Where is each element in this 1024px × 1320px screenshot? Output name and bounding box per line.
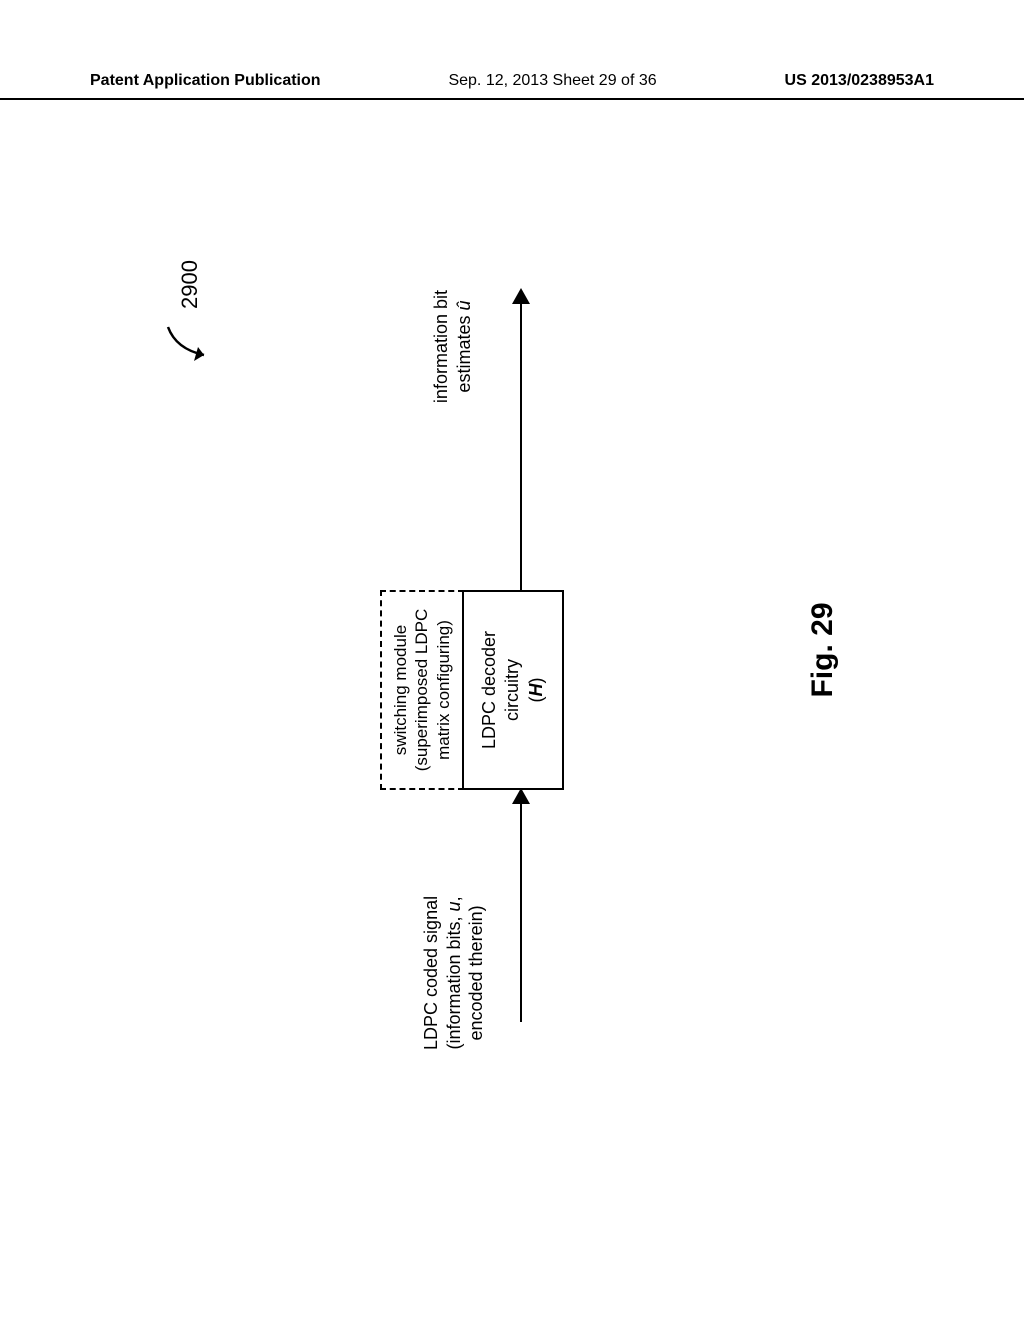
output-signal-label: information bit estimates û: [430, 290, 475, 403]
page-header: Patent Application Publication Sep. 12, …: [0, 72, 1024, 100]
switching-module-box: switching module (superimposed LDPC matr…: [380, 590, 464, 790]
reference-number: 2900: [160, 260, 220, 367]
switching-line2: (superimposed LDPC: [411, 598, 432, 782]
switching-line3: matrix configuring): [433, 598, 454, 782]
figure-caption: Fig. 29: [806, 602, 840, 697]
input-arrowhead-icon: [512, 788, 530, 804]
block-stack: switching module (superimposed LDPC matr…: [380, 590, 564, 790]
output-wire: [520, 290, 522, 590]
input-signal-label: LDPC coded signal (information bits, u, …: [420, 896, 488, 1050]
header-left: Patent Application Publication: [90, 72, 321, 90]
diagram-rotated-canvas: 2900 LDPC coded signal (information bits…: [120, 200, 880, 1100]
reference-number-text: 2900: [177, 260, 203, 309]
reference-arrow-icon: [160, 317, 220, 367]
header-right: US 2013/0238953A1: [785, 72, 934, 90]
diagram-area: 2900 LDPC coded signal (information bits…: [120, 200, 880, 1100]
input-line2: (information bits, u,: [443, 896, 466, 1050]
decoder-line2: (H): [525, 598, 548, 782]
decoder-line1: LDPC decoder circuitry: [478, 598, 525, 782]
header-mid: Sep. 12, 2013 Sheet 29 of 36: [448, 72, 656, 90]
decoder-circuitry-box: LDPC decoder circuitry (H): [462, 590, 564, 790]
output-line2: estimates û: [453, 290, 476, 403]
input-line3: encoded therein): [465, 896, 488, 1050]
header-rule: [90, 98, 944, 100]
input-wire: [520, 790, 522, 1022]
switching-line1: switching module: [390, 598, 411, 782]
input-line1: LDPC coded signal: [420, 896, 443, 1050]
output-arrowhead-icon: [512, 288, 530, 304]
output-line1: information bit: [430, 290, 453, 403]
